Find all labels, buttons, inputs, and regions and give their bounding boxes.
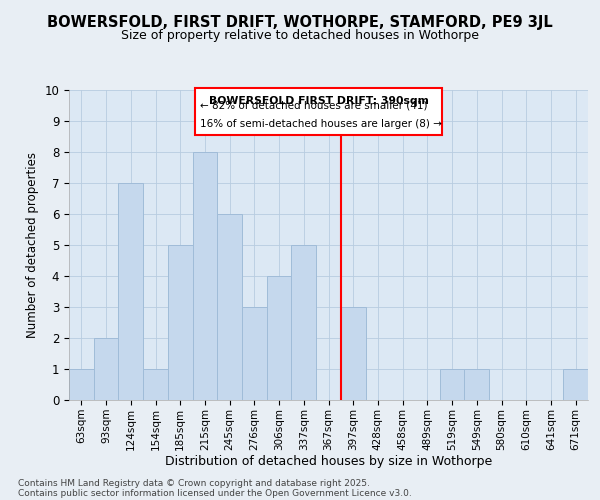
Text: ← 82% of detached houses are smaller (41): ← 82% of detached houses are smaller (41… <box>200 101 427 111</box>
Bar <box>292 245 316 400</box>
Text: BOWERSFOLD FIRST DRIFT: 390sqm: BOWERSFOLD FIRST DRIFT: 390sqm <box>209 96 428 106</box>
Bar <box>464 369 489 400</box>
Bar <box>94 338 118 400</box>
Text: Contains HM Land Registry data © Crown copyright and database right 2025.: Contains HM Land Registry data © Crown c… <box>18 478 370 488</box>
Text: Contains public sector information licensed under the Open Government Licence v3: Contains public sector information licen… <box>18 488 412 498</box>
Text: BOWERSFOLD, FIRST DRIFT, WOTHORPE, STAMFORD, PE9 3JL: BOWERSFOLD, FIRST DRIFT, WOTHORPE, STAMF… <box>47 15 553 30</box>
Bar <box>143 369 168 400</box>
Bar <box>341 307 365 400</box>
Y-axis label: Number of detached properties: Number of detached properties <box>26 152 39 338</box>
Text: Size of property relative to detached houses in Wothorpe: Size of property relative to detached ho… <box>121 29 479 42</box>
Bar <box>193 152 217 400</box>
Bar <box>563 369 588 400</box>
Bar <box>242 307 267 400</box>
X-axis label: Distribution of detached houses by size in Wothorpe: Distribution of detached houses by size … <box>165 456 492 468</box>
Bar <box>217 214 242 400</box>
Bar <box>118 183 143 400</box>
Bar <box>440 369 464 400</box>
Bar <box>267 276 292 400</box>
Bar <box>168 245 193 400</box>
FancyBboxPatch shape <box>195 88 442 135</box>
Text: 16% of semi-detached houses are larger (8) →: 16% of semi-detached houses are larger (… <box>200 119 442 129</box>
Bar <box>69 369 94 400</box>
